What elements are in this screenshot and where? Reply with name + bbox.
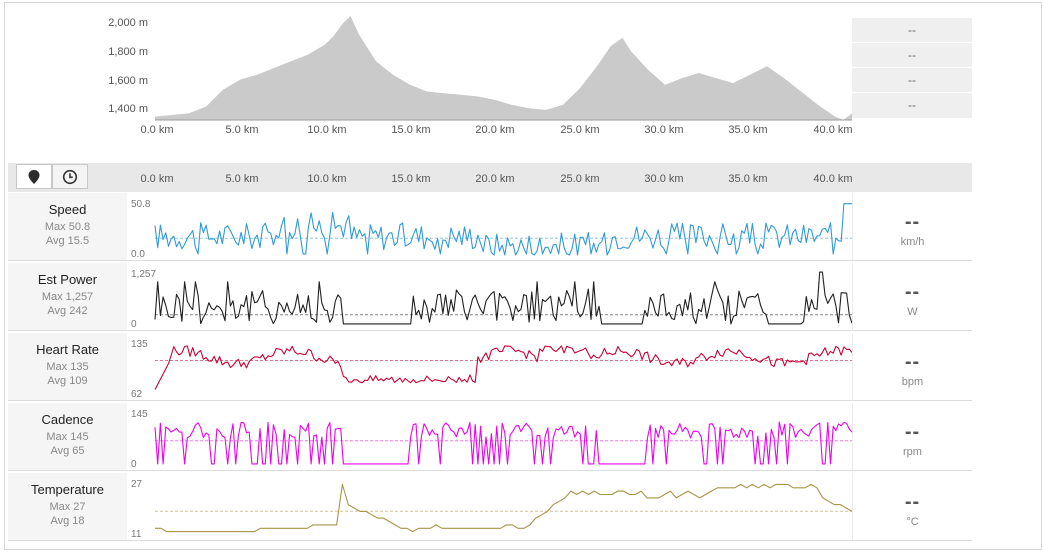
- elevation-y-tick: 1,600 m: [108, 75, 148, 87]
- cadence-row: Cadence Max 145 Avg 65 145 0 -- rpm: [8, 403, 972, 471]
- elevation-x-tick: 40.0 km: [813, 124, 853, 136]
- y-bottom-tick: 62: [131, 389, 143, 400]
- elevation-x-tick: 30.0 km: [644, 124, 684, 136]
- strip-x-tick: 30.0 km: [644, 173, 684, 185]
- activity-charts-panel: [4, 2, 1042, 550]
- y-top-tick: 145: [131, 409, 148, 420]
- time-toggle[interactable]: [52, 164, 88, 189]
- map-pin-icon: [28, 169, 40, 184]
- y-bottom-tick: 0: [131, 319, 137, 330]
- elevation-y-tick: 1,400 m: [108, 103, 148, 115]
- elevation-x-tick: 35.0 km: [728, 124, 768, 136]
- power-label-panel: Est Power Max 1,257 Avg 242: [8, 263, 127, 330]
- metric-unit: km/h: [900, 236, 925, 248]
- cadence-trace: [154, 421, 853, 465]
- temperature-trace: [155, 483, 853, 533]
- strip-x-tick: 10.0 km: [307, 173, 347, 185]
- x-axis-strip: [8, 163, 972, 192]
- y-top-tick: 1,257: [131, 269, 157, 280]
- elevation-x-tick: 0.0 km: [140, 124, 174, 136]
- power-row: Est Power Max 1,257 Avg 242 1,257 0 -- W: [8, 263, 972, 331]
- metric-name: Cadence: [41, 412, 94, 427]
- heart-rate-value-panel: -- bpm: [852, 333, 972, 400]
- metric-unit: rpm: [903, 446, 922, 458]
- cadence-label-panel: Cadence Max 145 Avg 65: [8, 403, 127, 470]
- elevation-stat: --: [908, 98, 916, 112]
- cadence-value-panel: -- rpm: [852, 403, 972, 470]
- heart-rate-chart[interactable]: [154, 341, 853, 395]
- metric-unit: bpm: [901, 376, 924, 388]
- speed-row: Speed Max 50.8 Avg 15.5 50.8 0.0 -- km/h: [8, 193, 972, 261]
- power-value-panel: -- W: [852, 263, 972, 330]
- temperature-row: Temperature Max 27 Avg 18 27 11 -- °C: [8, 473, 972, 541]
- metric-current-value: --: [904, 281, 921, 303]
- metric-name: Heart Rate: [36, 342, 99, 357]
- heart-rate-label-panel: Heart Rate Max 135 Avg 109: [8, 333, 127, 400]
- metric-avg: Avg 65: [50, 445, 85, 457]
- elevation-x-tick: 15.0 km: [391, 124, 431, 136]
- elevation-x-tick: 10.0 km: [307, 124, 347, 136]
- temperature-chart[interactable]: [155, 481, 853, 535]
- metric-max: Max 50.8: [44, 221, 91, 233]
- metric-current-value: --: [904, 491, 921, 513]
- metric-avg: Avg 242: [47, 305, 88, 317]
- y-top-tick: 135: [131, 339, 148, 350]
- heart-rate-row: Heart Rate Max 135 Avg 109 135 62 -- bpm: [8, 333, 972, 401]
- speed-label-panel: Speed Max 50.8 Avg 15.5: [8, 193, 127, 260]
- elevation-profile-chart[interactable]: [155, 16, 852, 121]
- elevation-area: [155, 16, 852, 120]
- strip-x-tick: 20.0 km: [475, 173, 515, 185]
- metric-current-value: --: [904, 351, 921, 373]
- heart_rate-trace: [154, 345, 853, 390]
- speed-chart[interactable]: [154, 201, 852, 256]
- metric-name: Speed: [48, 202, 87, 217]
- metric-current-value: --: [904, 211, 921, 233]
- elevation-x-tick: 5.0 km: [225, 124, 259, 136]
- elevation-stat: --: [852, 43, 972, 68]
- metric-avg: Avg 109: [47, 375, 88, 387]
- temperature-label-panel: Temperature Max 27 Avg 18: [8, 473, 127, 540]
- strip-x-tick: 35.0 km: [728, 173, 768, 185]
- metric-max: Max 145: [46, 431, 89, 443]
- elevation-stat: --: [852, 18, 972, 43]
- metric-name: Est Power: [37, 272, 98, 287]
- metric-unit: W: [907, 306, 918, 318]
- metric-name: Temperature: [31, 482, 104, 497]
- temperature-value-panel: -- °C: [852, 473, 972, 540]
- strip-x-tick: 0.0 km: [140, 173, 174, 185]
- clock-icon: [62, 169, 78, 184]
- y-bottom-tick: 0.0: [131, 249, 145, 260]
- metric-max: Max 135: [46, 361, 89, 373]
- elevation-y-tick: 1,800 m: [108, 46, 148, 58]
- metric-max: Max 27: [49, 501, 86, 513]
- metric-current-value: --: [904, 421, 921, 443]
- metric-max: Max 1,257: [41, 291, 94, 303]
- strip-x-tick: 25.0 km: [560, 173, 600, 185]
- elevation-y-tick: 2,000 m: [108, 17, 148, 29]
- strip-x-tick: 15.0 km: [391, 173, 431, 185]
- y-top-tick: 50.8: [131, 199, 151, 210]
- cadence-chart[interactable]: [154, 411, 853, 465]
- strip-x-tick: 5.0 km: [225, 173, 259, 185]
- speed-trace: [154, 203, 852, 256]
- y-top-tick: 27: [131, 479, 143, 490]
- elevation-stats-panel: -- -- -- --: [852, 18, 972, 118]
- power-trace: [154, 271, 853, 325]
- metric-avg: Avg 15.5: [45, 235, 90, 247]
- strip-x-tick: 40.0 km: [813, 173, 853, 185]
- power-chart[interactable]: [154, 271, 853, 325]
- metric-avg: Avg 18: [50, 515, 85, 527]
- elevation-x-tick: 20.0 km: [475, 124, 515, 136]
- elevation-x-tick: 25.0 km: [560, 124, 600, 136]
- distance-toggle[interactable]: [16, 164, 52, 189]
- y-bottom-tick: 11: [131, 529, 142, 540]
- y-bottom-tick: 0: [131, 459, 137, 470]
- elevation-stat: --: [852, 68, 972, 93]
- speed-value-panel: -- km/h: [852, 193, 972, 260]
- metric-unit: °C: [906, 516, 919, 528]
